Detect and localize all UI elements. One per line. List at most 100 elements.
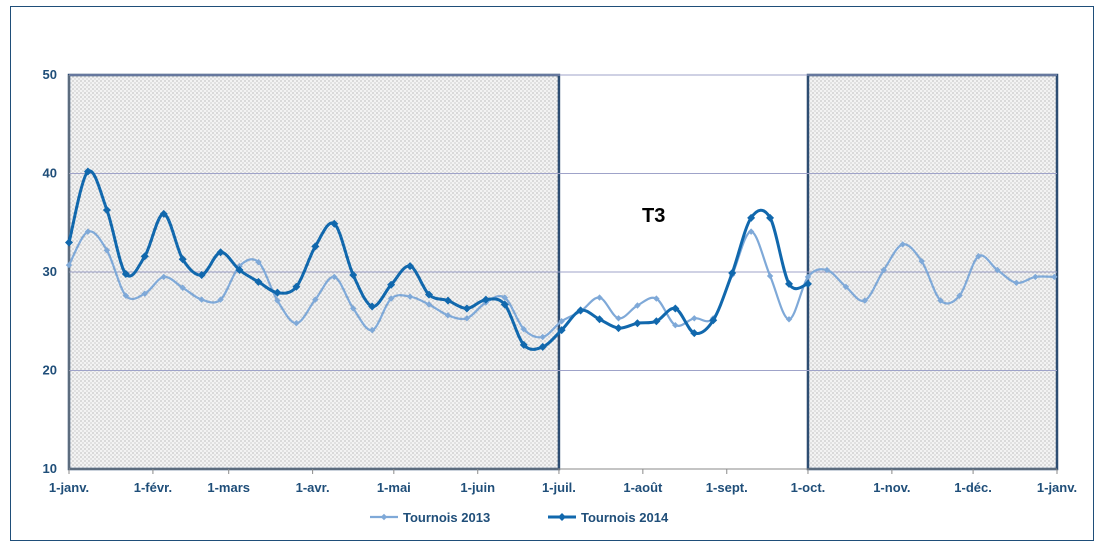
data-point-tournois-2013 [160,273,167,281]
data-point-tournois-2013 [918,257,925,265]
x-tick-label: 1-août [623,480,663,495]
data-point-tournois-2014 [576,306,585,315]
data-point-tournois-2013 [331,273,338,281]
data-point-tournois-2014 [785,279,794,288]
x-tick-label: 1-juil. [542,480,576,495]
chart-frame [10,6,1094,541]
series-tournois-2013 [65,228,1058,341]
data-point-tournois-2014 [671,304,680,313]
data-point-tournois-2013 [994,266,1001,274]
data-point-tournois-2013 [122,292,130,299]
data-point-tournois-2013 [198,296,205,303]
data-point-tournois-2013 [653,295,660,302]
x-tick-label: 1-févr. [134,480,172,495]
data-point-tournois-2013 [596,294,603,301]
data-point-tournois-2014 [273,288,282,297]
data-point-tournois-2014 [102,205,111,214]
data-point-tournois-2014 [462,304,471,313]
x-tick-labels: 1-janv. 1-févr. 1-mars 1-avr. 1-mai 1-juin 1-j… [49,469,1077,495]
data-point-tournois-2013 [880,266,887,274]
legend-label-tournois-2014: Tournois 2014 [581,510,669,525]
data-point-tournois-2013 [842,283,850,290]
data-point-tournois-2014 [538,342,547,351]
data-point-tournois-2013 [463,315,471,322]
data-point-tournois-2014 [159,209,168,218]
data-point-tournois-2013 [84,228,92,235]
data-point-tournois-2014 [614,324,623,333]
data-point-tournois-2013 [350,305,357,312]
data-point-tournois-2014 [425,290,434,299]
data-point-tournois-2013 [368,326,376,334]
data-point-tournois-2013 [255,258,262,266]
data-point-tournois-2013 [785,316,793,323]
y-tick-labels: 10 20 30 40 50 [43,67,57,476]
x-tick-label: 1-sept. [706,480,748,495]
data-point-tournois-2013 [501,294,509,301]
data-point-tournois-2014 [121,269,130,278]
series-tournois-2014 [65,167,812,351]
data-point-tournois-2014 [140,252,149,261]
gridlines [69,74,1057,371]
y-tick-label: 40 [43,166,57,181]
data-point-tournois-2014 [709,316,718,325]
data-point-tournois-2014 [406,262,415,271]
data-point-tournois-2013 [274,297,281,304]
data-point-tournois-2014 [747,213,756,222]
data-point-tournois-2013 [293,320,300,327]
y-tick-label: 10 [43,461,57,476]
data-point-tournois-2013 [1051,273,1058,281]
data-point-tournois-2014 [633,319,642,328]
series-group [65,167,1058,351]
data-point-tournois-2014 [349,270,358,279]
data-point-tournois-2013 [103,247,111,254]
data-point-tournois-2013 [444,312,452,319]
data-point-tournois-2014 [803,279,812,288]
annotation-label: T3 [642,205,665,227]
data-point-tournois-2013 [1032,273,1039,281]
data-point-tournois-2014 [766,213,775,222]
data-point-tournois-2013 [539,333,546,341]
x-tick-label: 1-mai [377,480,411,495]
data-point-tournois-2014 [387,280,396,289]
data-point-tournois-2013 [179,284,186,291]
data-point-tournois-2014 [330,219,339,228]
data-point-tournois-2014 [481,295,490,304]
x-tick-label: 1-janv. [49,480,89,495]
data-point-tournois-2013 [861,297,869,304]
data-point-tournois-2013 [1013,279,1020,287]
data-point-tournois-2014 [254,277,263,286]
data-point-tournois-2013 [672,321,679,329]
x-tick-label: 1-déc. [954,480,992,495]
data-point-tournois-2014 [197,270,206,279]
data-point-tournois-2013 [691,315,698,322]
data-point-tournois-2013 [141,290,148,297]
x-tick-label: 1-nov. [873,480,910,495]
data-point-tournois-2014 [557,326,566,335]
data-point-tournois-2014 [65,238,73,247]
data-point-tournois-2014 [728,268,737,277]
x-tick-label: 1-avr. [296,480,330,495]
data-point-tournois-2013 [956,292,963,299]
data-point-tournois-2013 [425,301,433,308]
data-point-tournois-2014 [83,167,92,176]
data-point-tournois-2013 [766,272,774,280]
data-point-tournois-2014 [500,300,509,309]
data-point-tournois-2013 [634,302,641,309]
data-point-tournois-2013 [312,296,319,303]
legend-marker-tournois-2014 [558,513,566,521]
data-point-tournois-2013 [65,261,73,269]
x-tick-label: 1-juin [460,480,495,495]
data-point-tournois-2014 [443,296,452,305]
data-point-tournois-2014 [178,255,187,264]
data-point-tournois-2013 [387,295,395,302]
y-tick-label: 50 [43,67,57,82]
legend-marker-tournois-2013 [380,513,388,521]
data-point-tournois-2013 [217,296,224,303]
data-point-tournois-2014 [368,302,377,311]
y-tick-label: 20 [43,363,57,378]
data-point-tournois-2014 [652,317,661,326]
data-point-tournois-2014 [216,248,225,257]
series-line-tournois-2014 [67,169,809,351]
data-point-tournois-2013 [520,325,527,333]
